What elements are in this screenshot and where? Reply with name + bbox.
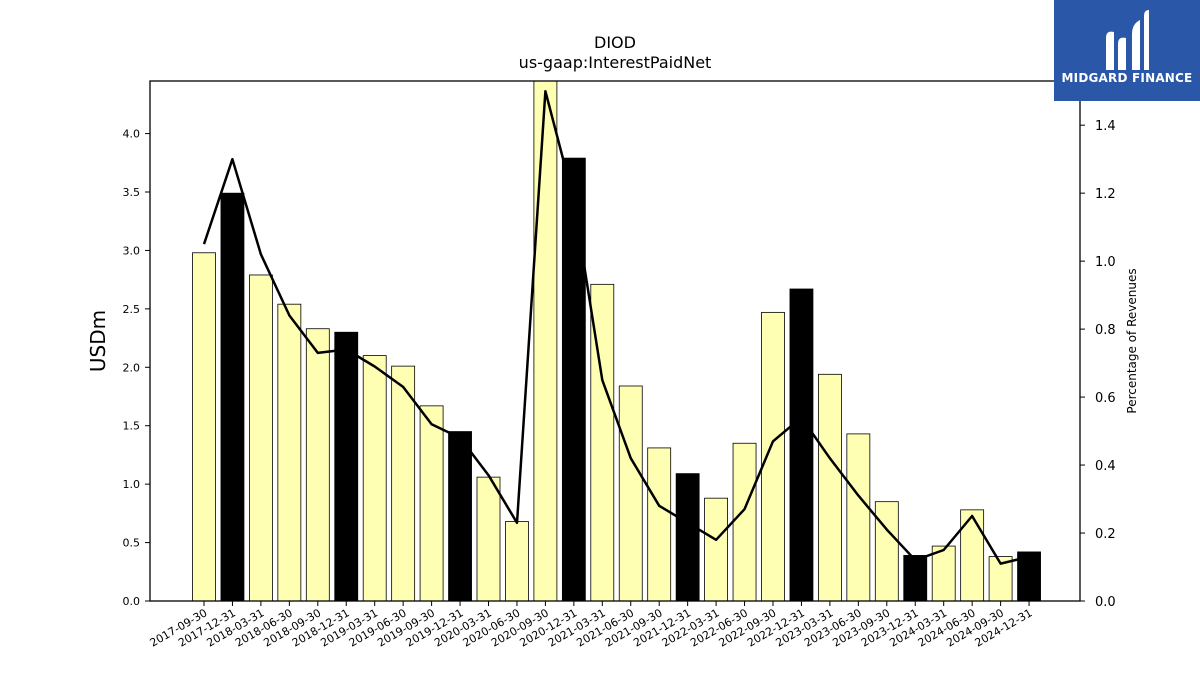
y-tick-label: 1.0 [123,478,141,491]
bar-2023-09-30 [874,501,899,602]
y2-tick-label: 0.8 [1095,323,1116,338]
y-tick-label: 1.5 [123,420,141,433]
bar-2021-12-31 [675,473,700,602]
bar-2021-09-30 [647,447,672,602]
bar-2020-03-31 [476,476,501,602]
y2-axis-label: Percentage of Revenues [1125,268,1139,413]
y2-tick-label: 0.0 [1095,595,1116,610]
bars-group [192,80,1041,602]
y2-tick-label: 1.4 [1095,119,1116,134]
midgard-logo-icon [1106,10,1149,71]
y-tick-label: 0.0 [123,595,141,608]
bar-2022-12-31 [789,288,814,602]
y2-tick-label: 0.6 [1095,391,1116,406]
bar-2023-06-30 [846,433,871,602]
bar-2019-09-30 [419,405,444,602]
chart-subtitle: us-gaap:InterestPaidNet [519,53,712,72]
left-axis: 0.0 0.5 1.0 1.5 2.0 2.5 3.0 3.5 4.0 [123,128,150,608]
y-tick-label: 3.0 [123,244,141,257]
y2-tick-label: 0.4 [1095,459,1116,474]
bar-2024-03-31 [931,545,956,602]
y2-tick-label: 0.2 [1095,527,1116,542]
y-tick-label: 3.5 [123,186,141,199]
y-tick-label: 2.5 [123,303,141,316]
bar-2020-06-30 [505,521,529,602]
bar-2019-03-31 [362,355,387,602]
series-line [202,89,1030,565]
bar-2022-03-31 [704,497,728,602]
bar-2018-06-30 [277,303,302,602]
bar-2019-06-30 [391,365,416,602]
y2-tick-label: 1.0 [1095,255,1116,270]
bar-2017-09-30 [192,252,216,602]
line-group [202,89,1030,565]
chart-title: DIOD [594,33,636,52]
bar-2023-12-31 [903,555,928,602]
bar-2019-12-31 [448,431,472,602]
bar-2022-06-30 [732,442,757,602]
bar-2018-12-31 [334,331,359,602]
bar-2021-06-30 [618,385,643,602]
bar-2018-09-30 [305,328,330,602]
bar-2023-03-31 [818,373,842,602]
y-tick-label: 4.0 [123,128,141,141]
y-axis-label: USDm [86,310,110,372]
plot-frame [149,80,1081,602]
logo-text: MIDGARD FINANCE [1061,71,1193,85]
midgard-finance-logo: MIDGARD FINANCE [1054,0,1200,101]
bar-2020-09-30 [533,80,558,602]
y-tick-label: 2.0 [123,361,141,374]
bar-2018-03-31 [248,274,273,602]
y2-tick-label: 1.2 [1095,187,1116,202]
x-axis: 2017-09-302017-12-312018-03-312018-06-30… [148,601,1035,650]
bar-2024-06-30 [960,509,985,602]
y-tick-label: 0.5 [123,537,141,550]
right-axis: 0.0 0.2 0.4 0.6 0.8 1.0 1.2 1.4 [1080,119,1116,610]
bar-2020-12-31 [561,157,586,602]
bar-2017-12-31 [220,192,245,602]
bar-2022-09-30 [761,311,785,602]
